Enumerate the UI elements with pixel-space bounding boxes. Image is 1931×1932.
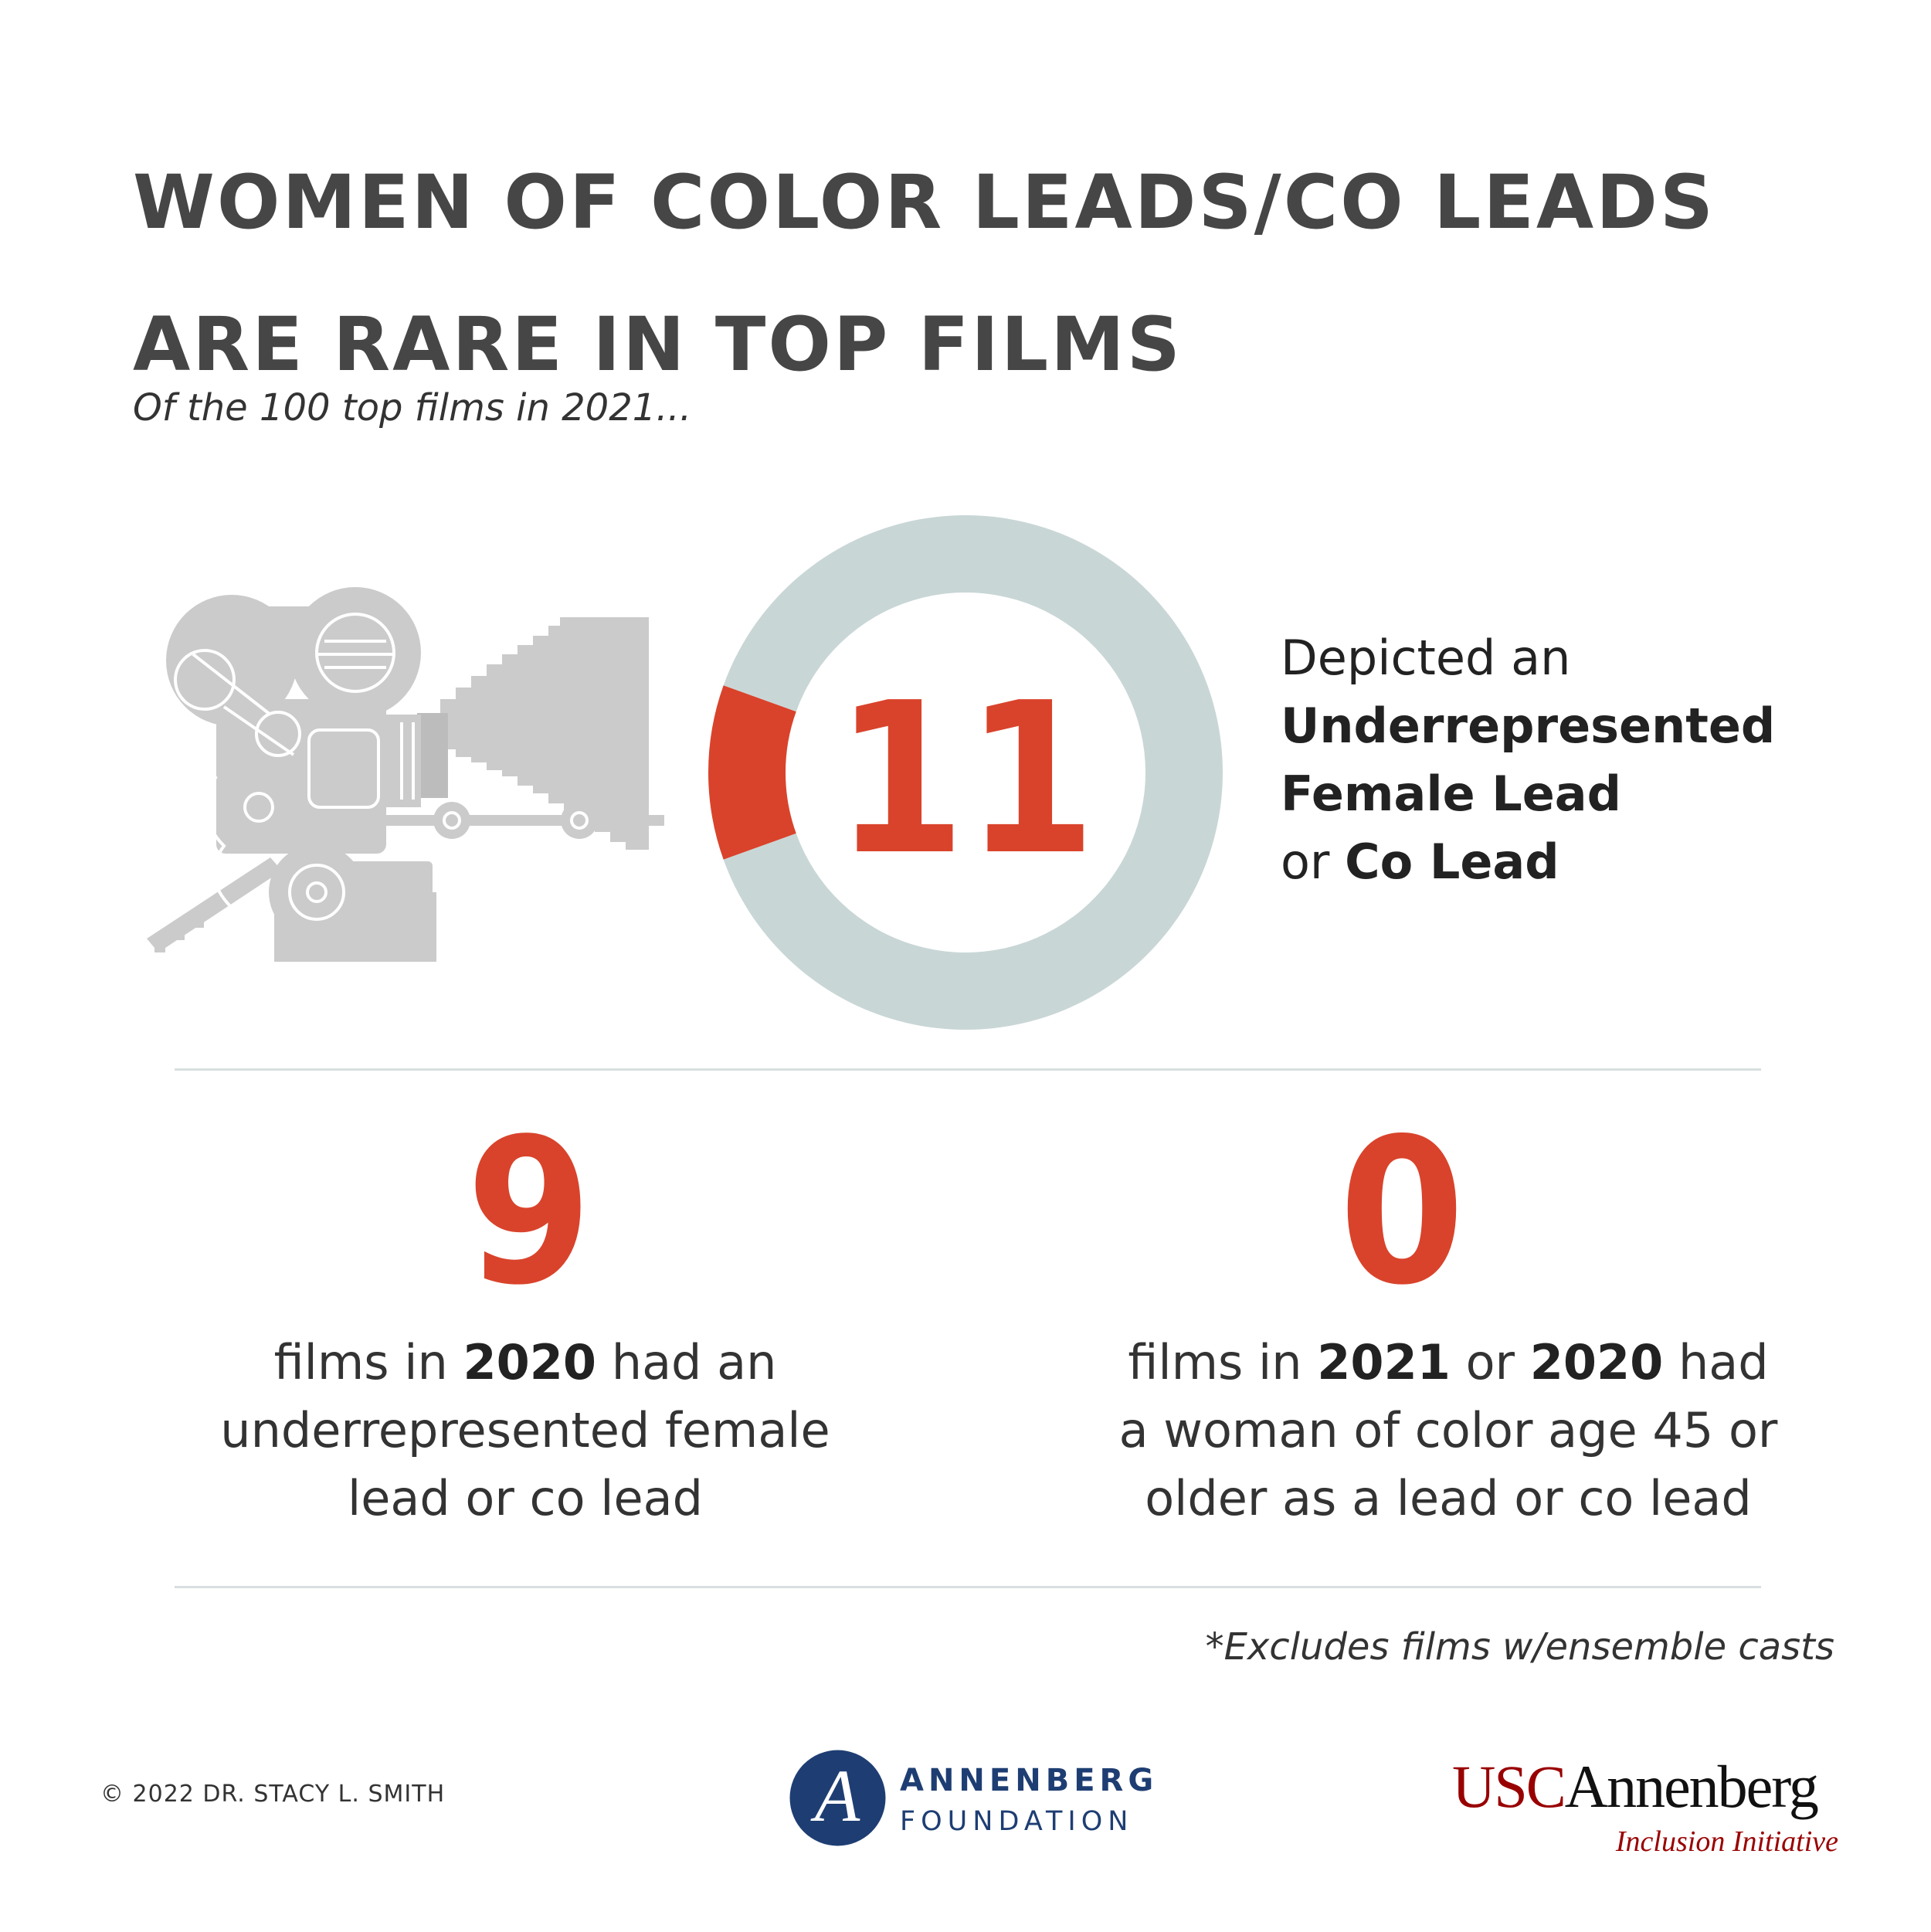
main-stat-line-1: Depicted an — [1281, 630, 1571, 686]
page-title: WOMEN OF COLOR LEADS/CO LEADS ARE RARE I… — [133, 131, 1871, 416]
footnote: *Excludes films w/ensemble casts — [1205, 1625, 1834, 1669]
stat-2020-text: films in 2020 had an underrepresented fe… — [139, 1329, 911, 1533]
stat-age-line-2: a woman of color age 45 or — [1118, 1402, 1778, 1458]
main-stat-description: Depicted an Underrepresented Female Lead… — [1281, 624, 1899, 896]
divider-top — [175, 1068, 1761, 1071]
divider-bottom — [175, 1586, 1761, 1588]
stat-2020-line-3: lead or co lead — [347, 1470, 703, 1526]
film-camera-icon — [147, 587, 664, 962]
donut-slice-highlight — [708, 685, 796, 860]
stat-age-number: 0 — [1339, 1096, 1465, 1329]
title-line-2: ARE RARE IN TOP FILMS — [133, 301, 1183, 388]
stat-2020-number: 9 — [466, 1096, 592, 1329]
usc-logo-annenberg: Annenberg — [1564, 1753, 1819, 1820]
main-stat-line-2: Underrepresented — [1281, 698, 1776, 754]
annenberg-foundation-monogram: A — [810, 1754, 860, 1837]
annenberg-foundation-logo-icon: A — [789, 1750, 886, 1846]
copyright: © 2022 DR. STACY L. SMITH — [100, 1781, 446, 1808]
stat-2020-line-2: underrepresented female — [220, 1402, 830, 1458]
title-line-1: WOMEN OF COLOR LEADS/CO LEADS — [133, 159, 1716, 246]
annenberg-foundation-name: ANNENBERG — [900, 1763, 1159, 1798]
annenberg-foundation-sub: FOUNDATION — [900, 1806, 1134, 1837]
usc-annenberg-logo: USCAnnenberg — [1452, 1752, 1819, 1822]
main-stat-line-4: or Co Lead — [1281, 834, 1559, 890]
main-stat-line-3: Female Lead — [1281, 766, 1621, 822]
donut-center-value: 11 — [835, 657, 1096, 901]
stat-2020-line-1: films in 2020 had an — [273, 1334, 777, 1390]
usc-logo-usc: USC — [1452, 1753, 1566, 1820]
stat-age-text: films in 2021 or 2020 had a woman of col… — [1004, 1329, 1892, 1533]
stat-age-line-1: films in 2021 or 2020 had — [1128, 1334, 1769, 1390]
donut-slice-rest — [723, 515, 1223, 1030]
stat-age-line-3: older as a lead or co lead — [1145, 1470, 1752, 1526]
intro-text: Of the 100 top films in 2021... — [133, 386, 692, 430]
usc-logo-subtitle: Inclusion Initiative — [1615, 1825, 1838, 1858]
donut-chart: 11 — [708, 515, 1223, 1030]
